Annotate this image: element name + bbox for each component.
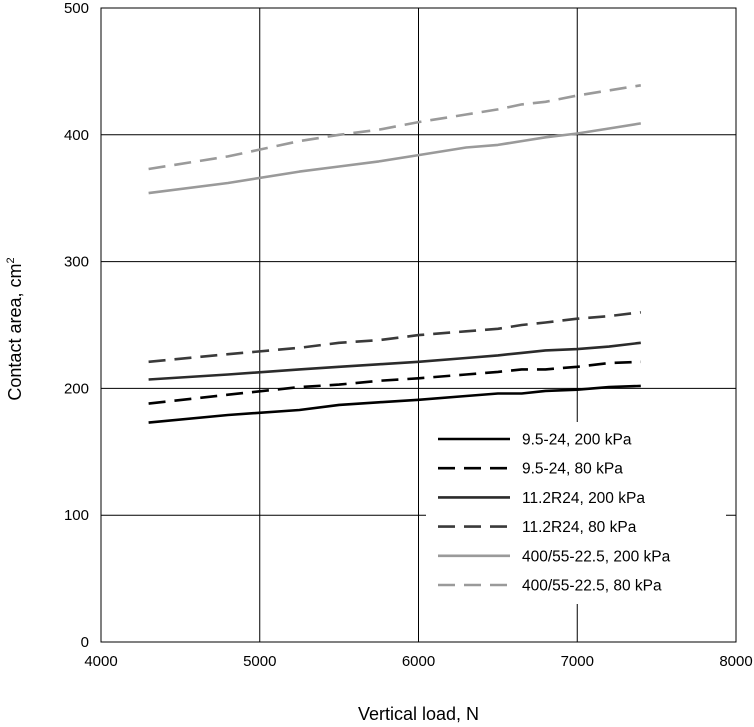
legend: 9.5-24, 200 kPa 9.5-24, 80 kPa 11.2R24, 20… [426,422,726,604]
series-line [148,122,642,195]
y-tick-labels: 0 100 200 300 400 500 [64,0,89,651]
plot-frame [100,7,737,643]
x-tick-labels: 4000 5000 6000 7000 8000 [84,653,752,670]
y-tick-label: 300 [64,254,89,271]
y-tick-label: 500 [64,0,89,17]
legend-label: 9.5-24, 80 kPa [522,461,623,478]
y-axis-label-main: Contact area, cm [5,264,25,401]
y-tick-label: 100 [64,507,89,524]
legend-label: 11.2R24, 80 kPa [522,519,637,536]
y-tick-label: 200 [64,380,89,397]
y-axis-label-superscript: 2 [5,257,17,263]
series-line [148,360,641,405]
legend-background [426,422,726,604]
x-tick-label: 8000 [719,653,752,670]
series-line [148,311,641,364]
x-tick-label: 4000 [84,653,117,670]
series-line [148,384,641,424]
series-lines [148,84,642,424]
legend-label: 400/55-22.5, 80 kPa [522,578,662,595]
y-tick-label: 0 [81,634,89,651]
x-tick-label: 5000 [243,653,276,670]
legend-label: 11.2R24, 200 kPa [522,490,645,507]
x-tick-label: 7000 [561,653,594,670]
x-tick-label: 6000 [402,653,435,670]
y-axis-label: Contact area, cm2 [5,257,25,400]
x-axis-label: Vertical load, N [358,704,479,724]
series-line [148,341,641,381]
legend-label: 9.5-24, 200 kPa [522,432,632,449]
y-tick-label: 400 [64,127,89,144]
legend-label: 400/55-22.5, 200 kPa [522,548,671,565]
series-line [148,84,642,171]
